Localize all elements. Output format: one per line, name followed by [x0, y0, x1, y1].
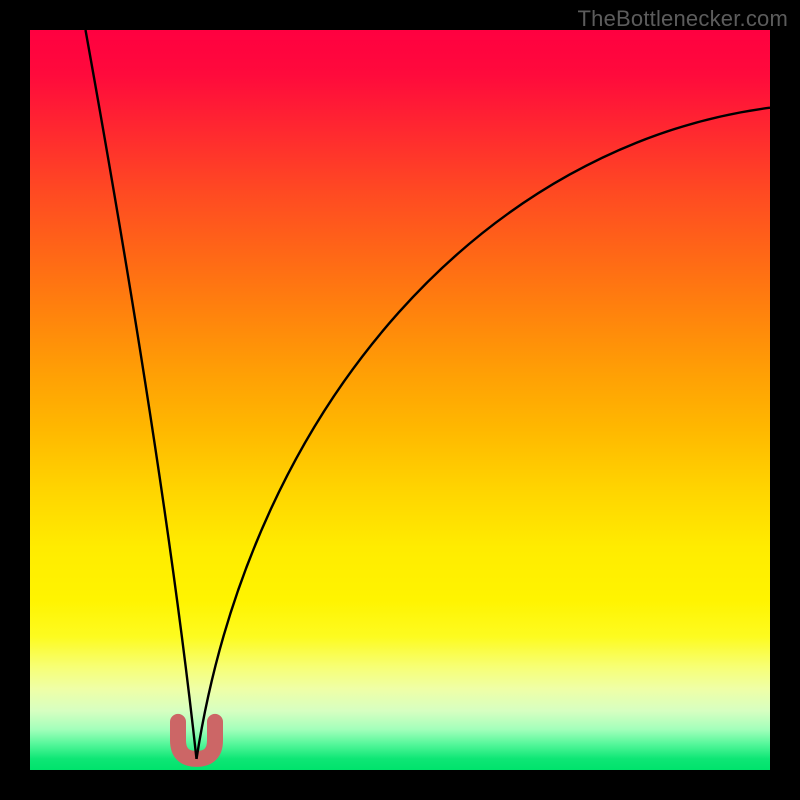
- plot-area: [30, 30, 770, 770]
- chart-frame: TheBottlenecker.com: [0, 0, 800, 800]
- bottleneck-curve-chart: [0, 0, 800, 800]
- watermark-text: TheBottlenecker.com: [578, 6, 788, 32]
